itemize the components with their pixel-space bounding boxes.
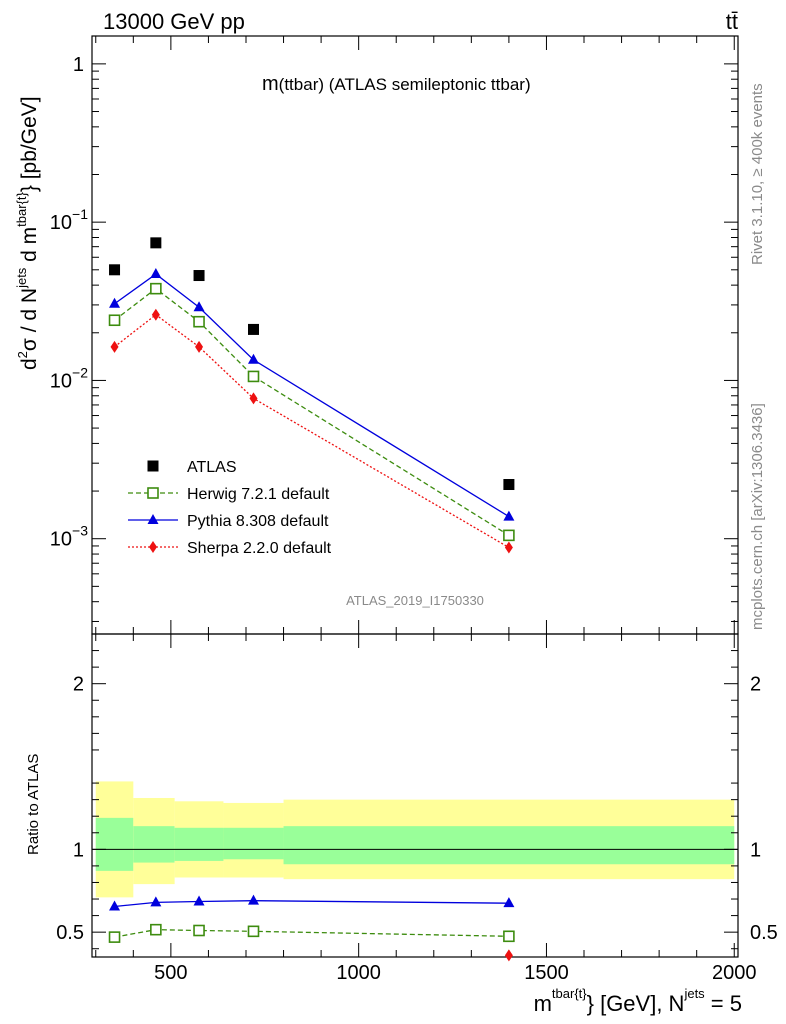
ratio-y-tick-label-right: 0.5 [750, 922, 778, 944]
ratio-ylabel: Ratio to ATLAS [25, 754, 42, 855]
main-herwig-point [108, 314, 121, 327]
ratio-herwig-point [503, 930, 515, 943]
main-pythia-point [248, 353, 259, 364]
legend-label: Herwig 7.2.1 default [187, 486, 330, 503]
ratio-y-tick-label: 2 [73, 674, 84, 696]
legend-label: Sherpa 2.2.0 default [187, 540, 332, 557]
main-pythia-point [193, 301, 205, 312]
main-title-m: m [262, 73, 279, 95]
uncertainty-band-inner [283, 826, 735, 865]
legend-marker [147, 460, 159, 472]
ratio-herwig-point [247, 925, 260, 938]
main-pythia-point [150, 268, 162, 279]
y-tick-label: 10−2 [50, 364, 88, 392]
ratio-y-tick-label: 0.5 [56, 922, 84, 944]
analysis-id: ATLAS_2019_I1750330 [346, 593, 484, 608]
ratio-pythia-point [503, 897, 515, 908]
ratio-pythia-point [193, 895, 205, 906]
ylabel-jets: jets [14, 267, 29, 289]
ratio-y-tick-label: 1 [73, 839, 84, 861]
header-right: tt̄ [726, 9, 738, 34]
xlabel-jets: jets [683, 986, 705, 1001]
main-sherpa-point [110, 340, 119, 353]
ratio-sherpa-point [504, 949, 513, 962]
main-pythia-point [109, 297, 121, 308]
legend-label: Pythia 8.308 default [187, 513, 329, 530]
main-title-rest: (ttbar) (ATLAS semileptonic ttbar) [279, 75, 531, 94]
y-tick-label-exp: −1 [72, 206, 88, 222]
y-tick-label-base: 10 [50, 212, 72, 234]
main-herwig-point [193, 315, 205, 328]
main-ylabel: d2σ / d Njets d mtbar{t}} [pb/GeV] [14, 96, 41, 370]
ylabel-tbar: tbar{t} [14, 191, 29, 226]
x-tick-label: 2000 [712, 962, 757, 984]
xlabel-tbar: tbar{t} [552, 986, 587, 1001]
y-tick-label-base: 10 [50, 529, 72, 551]
main-sherpa-point [249, 392, 258, 405]
mcplots-label: mcplots.cern.ch [arXiv:1306.3436] [749, 403, 766, 630]
ylabel-dm: d m [18, 227, 41, 268]
xlabel-end: = 5 [705, 991, 742, 1016]
uncertainty-band-inner [95, 817, 134, 871]
ratio-pythia-point [109, 900, 121, 911]
legend-marker [147, 487, 159, 499]
ratio-pythia-point [248, 894, 259, 905]
y-tick-label: 1 [73, 54, 84, 76]
legend-marker [149, 541, 157, 553]
uncertainty-band-inner [133, 826, 175, 863]
main-title: m(ttbar) (ATLAS semileptonic ttbar) [262, 73, 531, 95]
uncertainty-band-inner [174, 827, 224, 861]
xlabel-mid: } [GeV], N [587, 991, 685, 1016]
x-axis-label: mtbar{t}} [GeV], Njets = 5 [534, 986, 742, 1016]
main-atlas-point [109, 264, 121, 276]
y-tick-label-exp: −2 [72, 364, 88, 380]
main-atlas-point [503, 479, 515, 491]
header-left: 13000 GeV pp [103, 9, 245, 34]
ylabel-d: d [18, 358, 41, 370]
uncertainty-band-inner [223, 827, 284, 860]
main-atlas-point [150, 237, 162, 249]
legend-label: ATLAS [187, 459, 237, 476]
ylabel-unit: } [pb/GeV] [18, 96, 41, 192]
main-sherpa-point [195, 340, 204, 353]
y-tick-label: 10−3 [50, 523, 88, 551]
main-pythia-line [114, 273, 510, 518]
ratio-plot-frame [91, 633, 739, 958]
y-tick-label-exp: −3 [72, 523, 88, 539]
y-tick-label: 10−1 [50, 206, 88, 234]
ratio-herwig-point [108, 931, 121, 943]
ratio-herwig-point [193, 924, 205, 937]
ylabel-sigma: σ / d N [18, 288, 41, 351]
ratio-y-tick-label-right: 2 [750, 674, 761, 696]
legend-marker [147, 514, 159, 524]
ratio-pythia-line [114, 900, 509, 908]
main-herwig-point [503, 529, 515, 542]
main-sherpa-point [151, 308, 160, 321]
main-atlas-point [248, 323, 259, 335]
x-tick-label: 1500 [524, 962, 569, 984]
main-herwig-point [247, 370, 260, 383]
y-tick-label-base: 10 [50, 370, 72, 392]
rivet-label: Rivet 3.1.10, ≥ 400k events [749, 83, 766, 265]
main-atlas-point [193, 270, 205, 282]
ratio-y-tick-label-right: 1 [750, 839, 761, 861]
main-pythia-point [503, 510, 515, 521]
ratio-herwig-line [114, 929, 509, 938]
main-sherpa-point [504, 541, 513, 554]
ratio-pythia-point [150, 896, 162, 907]
xlabel-m: m [534, 991, 552, 1016]
ratio-herwig-point [150, 923, 162, 936]
ylabel-sup2: 2 [15, 351, 30, 358]
x-tick-label: 1000 [336, 962, 381, 984]
main-herwig-point [150, 282, 162, 295]
x-tick-label: 500 [154, 962, 187, 984]
